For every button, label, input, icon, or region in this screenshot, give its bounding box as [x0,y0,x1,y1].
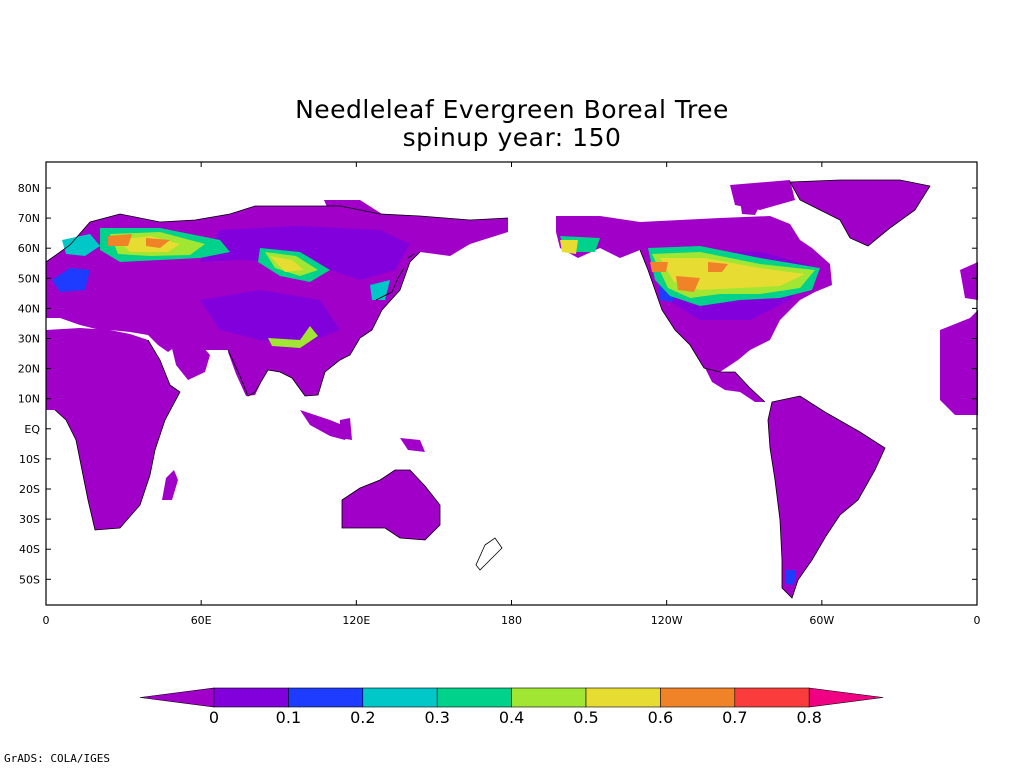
colorbar-label: 0.1 [276,708,301,727]
colorbar-label: 0.4 [499,708,524,727]
latitude-labels: 80N 70N 60N 50N 40N 30N 20N 10N EQ 10S 20S 30S 40S 50… [18,182,977,586]
map-subtitle: spinup year: 150 [402,123,622,152]
lat-label: 50N [18,272,40,285]
colorbar-box [585,687,661,708]
colorbar: 0 0.1 0.2 0.3 0.4 0.5 0.6 0.7 0.8 [139,687,884,727]
colorbar-box [660,687,736,708]
patch-eurasia-0.1 [200,226,410,345]
lat-label: 70N [18,212,40,225]
greenland-landmass [790,180,930,246]
patch-namerica-0.7 [650,262,728,292]
arctic-islands [230,180,795,225]
patch-eurasia-0.2 [52,268,90,292]
lat-label: 40N [18,302,40,315]
patch-eurasia-0.6 [118,236,304,272]
lon-label: 120E [342,614,370,627]
lat-label: 60N [18,242,40,255]
coastline-africa [54,339,181,531]
lat-label: 50S [19,573,40,586]
colorbar-label: 0.5 [573,708,598,727]
patch-eurasia-0.7 [108,234,170,248]
coastlines [45,179,931,599]
lat-label: 40S [19,543,40,556]
patch-alaska-0.6 [560,240,578,254]
southeast-asia-islands [300,410,425,452]
colorbar-box [362,687,438,708]
colorbar-box [213,687,289,708]
lon-label: 0 [43,614,50,627]
colorbar-box [288,687,364,708]
lon-label: 60W [809,614,834,627]
central-america-landmass [705,368,765,402]
lon-label: 120W [651,614,683,627]
lon-label: 60E [191,614,212,627]
india-landmass [228,352,268,396]
lat-label: 30N [18,333,40,346]
lat-label: 80N [18,182,40,195]
western-europe-wrap [940,310,978,415]
colorbar-box [511,687,587,708]
value-patches [52,226,820,585]
patch-patagonia-0.2 [786,570,796,585]
lon-label: 180 [501,614,522,627]
lat-label: EQ [24,423,40,436]
lon-label: 0 [974,614,981,627]
colorbar-over-arrow [808,687,884,708]
coastline-greenland [789,179,931,247]
longitude-labels: 0 60E 120E 180 120W 60W 0 [43,162,981,627]
coastline-japan [375,253,415,301]
coastline-eurasia [45,205,509,397]
colorbar-box [436,687,512,708]
lat-label: 30S [19,513,40,526]
colorbar-under-arrow [139,687,215,708]
grads-credit: GrADS: COLA/IGES [4,752,110,765]
madagascar-landmass [162,470,178,500]
coastline-australia [341,469,441,541]
colorbar-label: 0.2 [350,708,375,727]
arabia-landmass [170,338,210,380]
south-america-landmass [768,396,885,598]
lat-label: 10N [18,393,40,406]
coastline-americas [639,249,886,599]
coastline-newzealand [475,537,503,571]
colorbar-label: 0 [209,708,219,727]
colorbar-label: 0.3 [424,708,449,727]
colorbar-label: 0.8 [796,708,821,727]
colorbar-label: 0.7 [722,708,747,727]
map-title: Needleleaf Evergreen Boreal Tree [295,95,729,124]
colorbar-box [734,687,810,708]
lat-label: 20S [19,483,40,496]
australia-landmass [342,470,440,540]
colorbar-label: 0.6 [648,708,673,727]
lat-label: 20N [18,363,40,376]
patch-eurasia-0.3 [62,234,390,300]
iberia-wrap [960,262,978,300]
lat-label: 10S [19,453,40,466]
africa-landmass [46,328,180,530]
